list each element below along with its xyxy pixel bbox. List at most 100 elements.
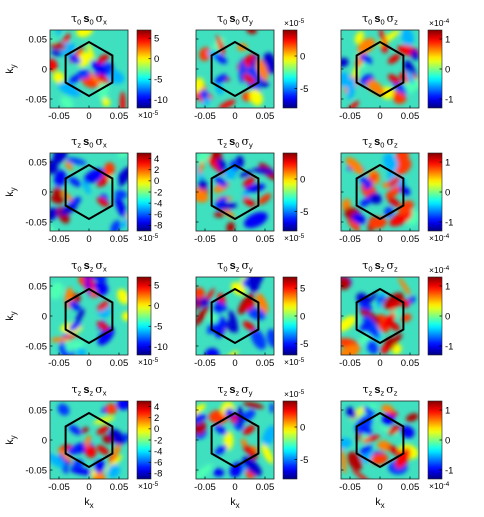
colorbar-exponent: ×10-5 bbox=[284, 18, 305, 28]
colorbar-tick-label: 4 bbox=[154, 154, 159, 165]
colorbar-exponent: ×10-5 bbox=[284, 389, 305, 399]
brillouin-hexagon bbox=[355, 411, 405, 469]
x-tick-label: 0 bbox=[232, 358, 237, 369]
y-tick-label: 0 bbox=[42, 65, 47, 76]
panel-title: τz sz σy bbox=[218, 383, 253, 398]
x-tick-label: 0.05 bbox=[110, 234, 129, 245]
colorbar-tick-label: 5 bbox=[154, 281, 159, 292]
panel-title: τz s0 σx bbox=[71, 135, 107, 150]
brillouin-hexagon bbox=[210, 287, 260, 345]
panel-3-2: -0.05 0 0.05 τ0 sz σy 5 0 -5 ×10-5 bbox=[194, 259, 308, 369]
colorbar-tick-label: -8 bbox=[154, 221, 162, 232]
colorbar-tick-label: 0 bbox=[445, 311, 450, 322]
colorbar-exponent: ×10-4 bbox=[429, 233, 450, 243]
colorbar-tick-label: -2 bbox=[154, 187, 162, 198]
colorbar-exponent: ×10-5 bbox=[138, 481, 159, 491]
colorbar-tick-label: 1 bbox=[445, 281, 450, 292]
colorbar-tick-label: 5 bbox=[154, 34, 159, 45]
colorbar-tick-label: -5 bbox=[300, 339, 308, 350]
colorbar-exponent: ×10-4 bbox=[429, 265, 450, 275]
x-tick-label: -0.05 bbox=[339, 482, 361, 493]
colorbar-exponent: ×10-5 bbox=[284, 357, 305, 367]
panel-1-2: -0.05 0 0.05 τ0 s0 σy 0 -5 ×10-5 bbox=[194, 12, 308, 122]
brillouin-hexagon bbox=[210, 411, 260, 469]
colorbar-tick-label: 0 bbox=[300, 422, 305, 433]
colorbar-tick-label: 0 bbox=[445, 64, 450, 75]
colorbar-exponent: ×10-5 bbox=[284, 233, 305, 243]
x-tick-label: 0.05 bbox=[110, 482, 129, 493]
x-tick-label: -0.05 bbox=[194, 358, 216, 369]
x-tick-label: 0.05 bbox=[401, 482, 420, 493]
colorbar-tick-label: 5 bbox=[300, 283, 305, 294]
x-tick-label: 0 bbox=[377, 358, 382, 369]
colorbar-tick-label: 0 bbox=[445, 435, 450, 446]
brillouin-hexagon bbox=[355, 163, 405, 221]
y-axis-label: ky bbox=[4, 64, 18, 73]
panel-title: τz sz σz bbox=[363, 383, 398, 398]
heatmap bbox=[196, 30, 274, 108]
colorbar-tick-label: -2 bbox=[154, 435, 162, 446]
x-tick-label: 0.05 bbox=[110, 358, 129, 369]
colorbar-tick-label: 1 bbox=[445, 157, 450, 168]
colorbar-tick-label: 0 bbox=[154, 54, 159, 65]
colorbar-tick-label: 0 bbox=[300, 174, 305, 185]
heatmap bbox=[196, 153, 274, 231]
heatmap bbox=[50, 277, 128, 355]
panel-title: τ0 sz σx bbox=[71, 259, 107, 274]
colorbar-tick-label: -5 bbox=[300, 84, 308, 95]
heatmap bbox=[341, 277, 419, 355]
y-tick-label: 0.05 bbox=[29, 35, 48, 46]
y-tick-label: -0.05 bbox=[25, 466, 47, 477]
panel-4-3: -0.05 0 0.05 τz sz σz 1 0 -1 ×10-4 kx bbox=[339, 383, 453, 510]
colorbar-exponent: ×10-5 bbox=[138, 357, 159, 367]
colorbar-tick-label: -6 bbox=[154, 458, 162, 469]
heatmap bbox=[341, 30, 419, 108]
colorbar-exponent: ×10-5 bbox=[138, 110, 159, 120]
panel-title: τz s0 σy bbox=[217, 135, 253, 150]
panel-4-2: -0.05 0 0.05 τz sz σy 0 -5 ×10-5 kx bbox=[194, 383, 308, 510]
panel-1-1: -0.05 0 0.05 0.05 0 -0.05 ky τ0 s0 σx 5 0 -5 -10 ×10-5 bbox=[4, 12, 168, 122]
y-tick-label: 0.05 bbox=[29, 282, 48, 293]
brillouin-hexagon bbox=[355, 40, 405, 98]
brillouin-hexagon bbox=[64, 411, 114, 469]
x-tick-label: 0.05 bbox=[256, 234, 275, 245]
y-tick-label: -0.05 bbox=[25, 95, 47, 106]
x-tick-label: -0.05 bbox=[339, 358, 361, 369]
colorbar-tick-label: -4 bbox=[154, 446, 162, 457]
colorbar-tick-label: 1 bbox=[445, 34, 450, 45]
panel-2-3: -0.05 0 0.05 τz s0 σz 1 0 -1 ×10-4 bbox=[339, 135, 453, 245]
y-tick-label: -0.05 bbox=[25, 218, 47, 229]
colorbar bbox=[282, 400, 298, 480]
y-tick-label: 0.05 bbox=[29, 158, 48, 169]
panel-title: τ0 sz σz bbox=[362, 259, 398, 274]
x-axis-label: kx bbox=[84, 496, 93, 510]
y-axis-label: ky bbox=[4, 187, 18, 196]
brillouin-hexagon bbox=[64, 163, 114, 221]
x-tick-label: 0 bbox=[86, 234, 91, 245]
colorbar-tick-label: -1 bbox=[445, 94, 453, 105]
colorbar bbox=[136, 276, 152, 356]
y-tick-label: 0 bbox=[42, 188, 47, 199]
x-tick-label: -0.05 bbox=[48, 234, 70, 245]
x-tick-label: -0.05 bbox=[48, 482, 70, 493]
panel-title: τz s0 σz bbox=[362, 135, 398, 150]
heatmap bbox=[196, 401, 274, 479]
colorbar-exponent: ×10-4 bbox=[429, 481, 450, 491]
colorbar-tick-label: 2 bbox=[154, 165, 159, 176]
panel-title: τ0 s0 σz bbox=[362, 12, 398, 27]
brillouin-hexagon bbox=[64, 287, 114, 345]
heatmap bbox=[50, 401, 128, 479]
x-tick-label: -0.05 bbox=[339, 111, 361, 122]
panel-3-1: -0.05 0 0.05 0.05 0 -0.05 ky τ0 sz σx 5 0 -5 -10 ×10-5 bbox=[4, 259, 168, 369]
brillouin-hexagon bbox=[210, 163, 260, 221]
colorbar-tick-label: -5 bbox=[300, 455, 308, 466]
x-tick-label: 0 bbox=[86, 358, 91, 369]
colorbar-tick-label: -1 bbox=[445, 341, 453, 352]
y-axis-label: ky bbox=[4, 435, 18, 444]
colorbar-tick-label: -4 bbox=[154, 198, 162, 209]
x-tick-label: 0 bbox=[86, 482, 91, 493]
colorbar-exponent: ×10-5 bbox=[138, 233, 159, 243]
brillouin-hexagon bbox=[355, 287, 405, 345]
